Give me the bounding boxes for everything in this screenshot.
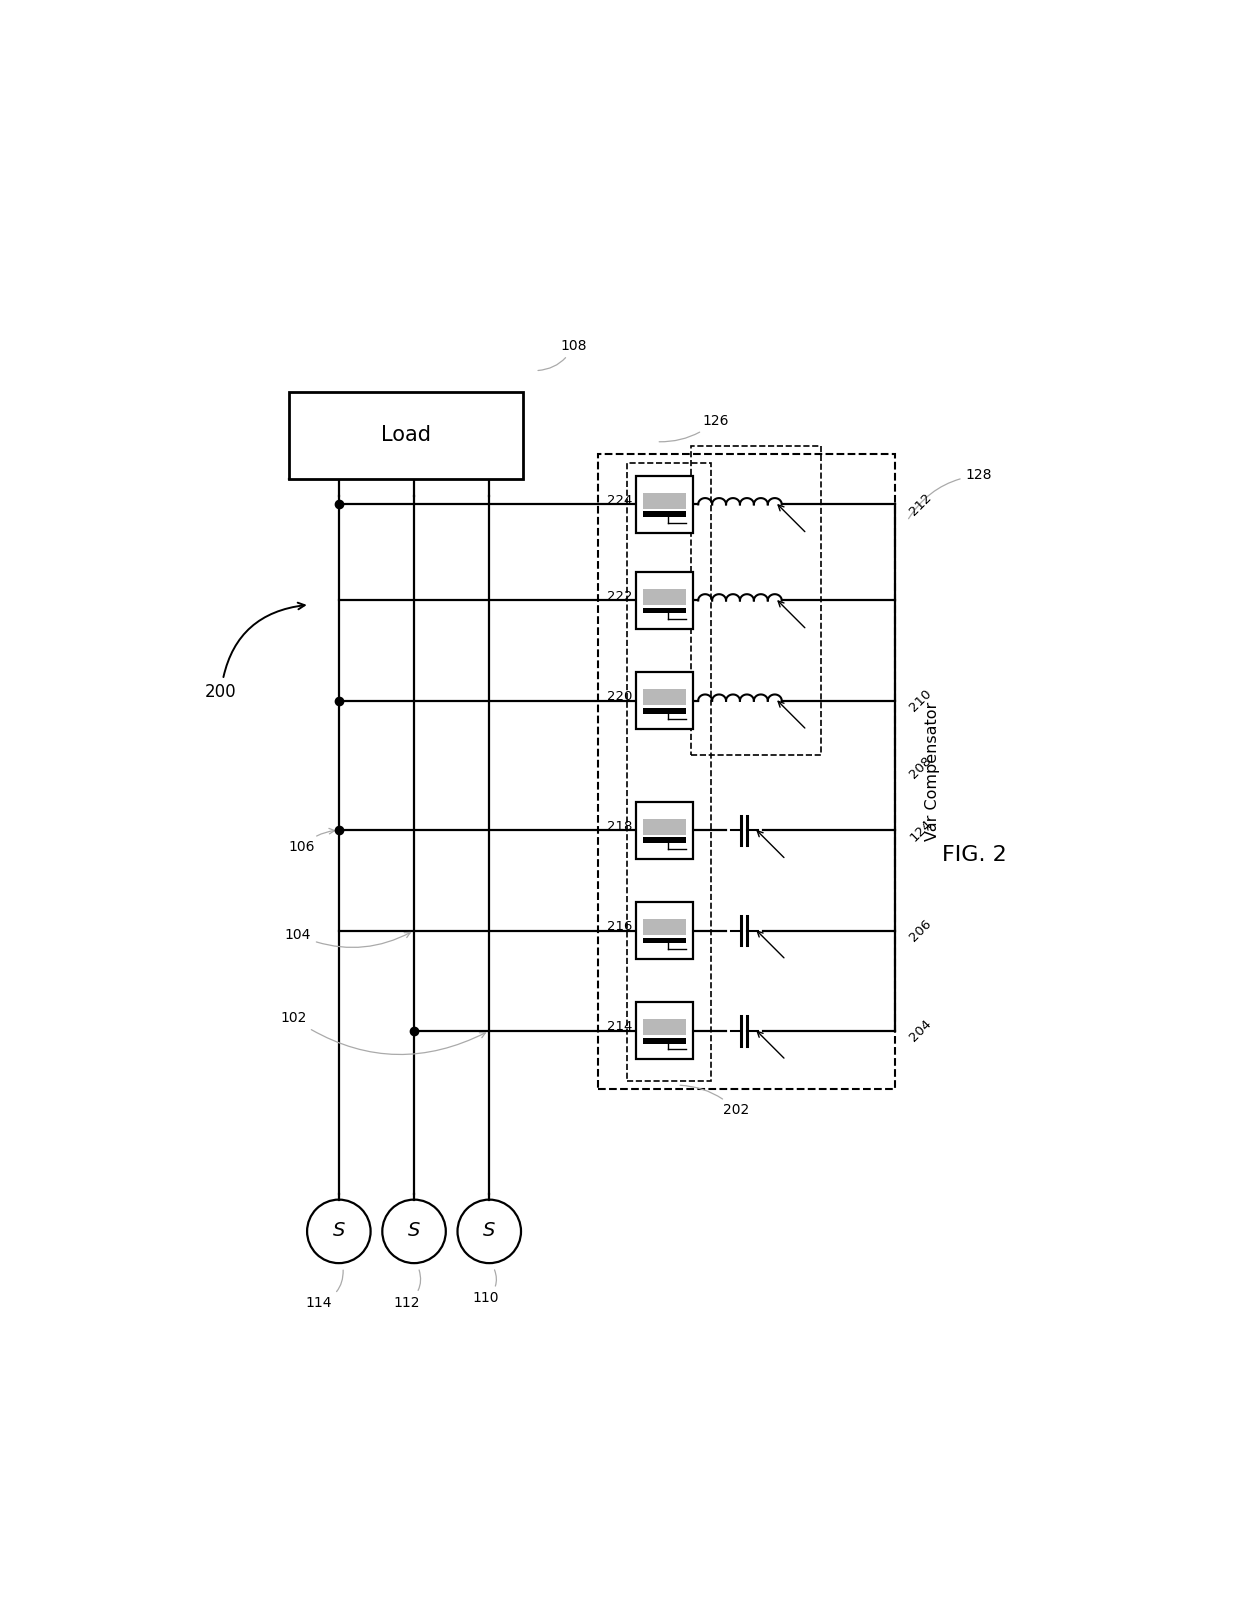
Text: 210: 210 [908,688,934,714]
Text: Load: Load [381,425,430,445]
Bar [644,690,686,706]
Text: $S$: $S$ [332,1223,346,1240]
Text: 124: 124 [908,817,934,844]
Text: 208: 208 [908,754,934,781]
Bar [644,1020,686,1036]
Text: 106: 106 [289,828,335,854]
Text: 218: 218 [606,820,632,833]
Bar [636,672,693,730]
Text: 204: 204 [908,1017,934,1044]
Bar [644,938,686,944]
Bar [644,818,686,825]
Bar [636,902,693,959]
Text: 214: 214 [606,1020,632,1033]
Text: 200: 200 [205,603,305,701]
Bar [644,818,686,834]
Bar [636,475,693,533]
Text: 202: 202 [680,1086,749,1118]
Bar [644,607,686,614]
Bar [644,588,686,604]
Bar [644,838,686,843]
Bar [644,690,686,694]
Text: $S$: $S$ [482,1223,496,1240]
Text: 112: 112 [393,1269,420,1310]
Bar [644,590,686,594]
Bar [644,1020,686,1025]
Text: 206: 206 [908,917,934,944]
Text: Var Compensator: Var Compensator [925,702,940,841]
Bar [644,920,686,925]
Bar [636,572,693,628]
Bar [644,707,686,714]
Bar [644,511,686,517]
Bar [644,918,686,934]
Text: 220: 220 [606,690,632,702]
Text: 128: 128 [909,469,992,519]
Text: 222: 222 [606,590,632,603]
Text: 114: 114 [305,1269,343,1310]
Text: 216: 216 [606,920,632,933]
Text: FIG. 2: FIG. 2 [941,846,1007,865]
Text: 110: 110 [472,1269,498,1305]
Bar [644,493,686,509]
Bar [644,1037,686,1044]
Bar [636,802,693,859]
Text: 212: 212 [908,491,934,519]
Text: 126: 126 [660,414,729,441]
Bar [636,1002,693,1060]
Text: 224: 224 [606,493,632,507]
Bar [598,454,894,1089]
Bar [289,391,523,480]
Text: 104: 104 [284,928,410,947]
Text: 108: 108 [538,338,587,371]
Bar [644,493,686,499]
Bar [627,462,711,1081]
Text: $S$: $S$ [407,1223,420,1240]
Text: 102: 102 [280,1012,486,1055]
Bar [692,446,821,756]
